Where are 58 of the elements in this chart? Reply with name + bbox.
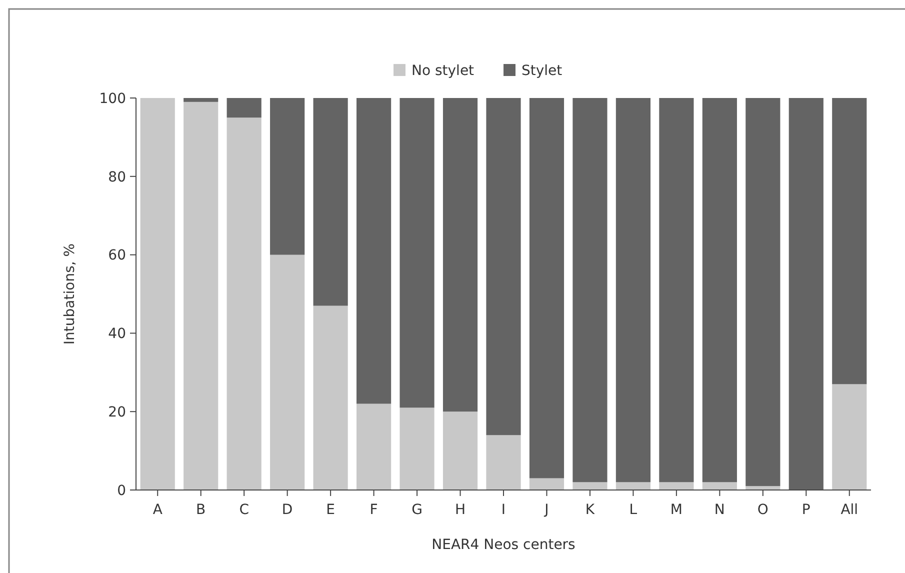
bar — [184, 98, 218, 102]
y-tick-label: 0 — [117, 482, 126, 499]
x-tick-label: All — [840, 502, 858, 518]
x-tick-label: F — [370, 502, 378, 518]
bar — [400, 408, 434, 490]
x-tick-label: N — [714, 502, 725, 518]
bar — [442, 98, 478, 412]
bar — [226, 118, 262, 490]
bar — [140, 98, 175, 490]
bar — [184, 102, 218, 490]
x-tick-label: A — [152, 502, 163, 518]
bar — [572, 98, 608, 482]
bar — [486, 98, 521, 436]
bar — [226, 98, 262, 118]
y-axis-title: Intubations, % — [62, 243, 78, 345]
x-tick-label: M — [670, 502, 682, 518]
x-tick-label: L — [629, 502, 638, 518]
bar — [659, 482, 694, 490]
legend-label: Stylet — [522, 62, 563, 79]
x-tick-label: C — [239, 502, 250, 518]
bar — [832, 98, 867, 384]
bar — [442, 412, 478, 490]
x-tick-label: I — [501, 502, 506, 518]
x-tick-label: D — [282, 502, 293, 518]
bar — [702, 98, 737, 482]
x-tick-label: K — [585, 502, 596, 518]
y-tick-label: 40 — [108, 326, 126, 342]
bar — [313, 306, 348, 490]
bar — [486, 435, 521, 490]
bar — [270, 98, 305, 255]
x-tick-label: B — [196, 502, 206, 518]
bar — [616, 482, 650, 490]
x-tick-label: H — [455, 502, 466, 518]
x-tick-label: P — [802, 502, 810, 518]
bar — [356, 98, 392, 404]
bar — [400, 98, 434, 408]
x-tick-label: O — [757, 502, 768, 518]
bar — [788, 98, 824, 490]
legend-label: No stylet — [412, 62, 475, 79]
bar — [270, 254, 305, 490]
bar — [529, 98, 564, 478]
bar — [702, 482, 737, 490]
y-tick-label: 20 — [108, 404, 126, 420]
x-tick-label: G — [412, 502, 422, 518]
bar — [746, 98, 780, 486]
bar — [529, 478, 564, 490]
y-tick-label: 100 — [99, 90, 126, 107]
bar — [313, 98, 348, 306]
bar — [659, 98, 694, 482]
x-tick-label: E — [326, 502, 335, 518]
x-axis-title: NEAR4 Neos centers — [432, 537, 576, 553]
y-tick-label: 60 — [108, 248, 126, 264]
x-tick-label: J — [544, 502, 549, 518]
bar — [572, 482, 608, 490]
y-tick-label: 80 — [108, 169, 126, 186]
bar — [832, 384, 867, 490]
bar — [616, 98, 650, 482]
bar — [356, 404, 392, 490]
